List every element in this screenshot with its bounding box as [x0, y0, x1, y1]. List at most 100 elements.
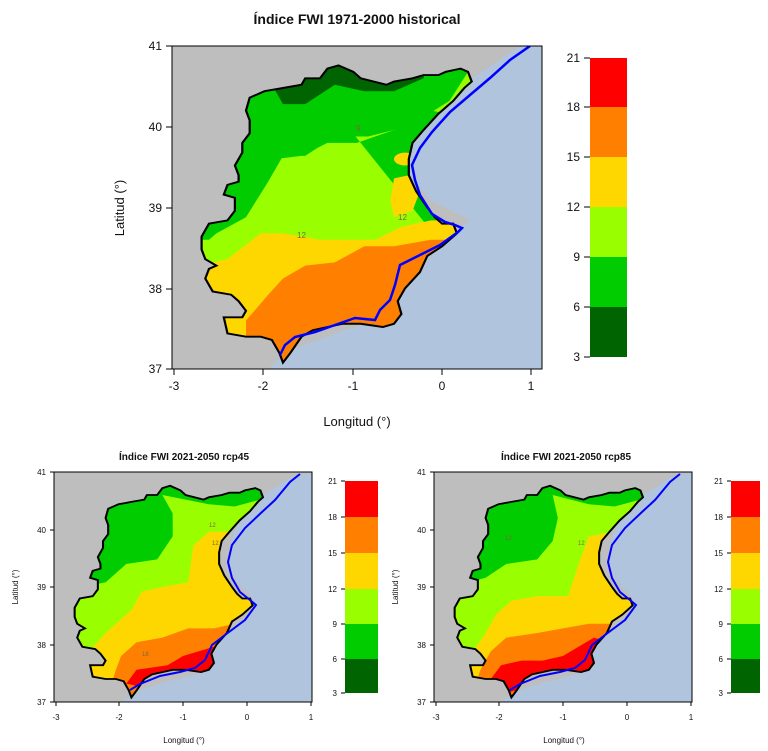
sea [120, 472, 312, 702]
legend-swatch [345, 589, 378, 624]
contour-label: 12 [209, 523, 216, 529]
legend-swatch [590, 207, 627, 257]
y-tick-label: 41 [417, 468, 426, 477]
contour-label: 12 [505, 536, 512, 542]
contour-label: 12 [212, 541, 219, 547]
x-tick-label: -3 [432, 713, 440, 722]
contour-label: 18 [142, 652, 149, 658]
contour-label: 9 [356, 124, 361, 133]
sea [500, 472, 692, 702]
y-axis-label: Latitud (°) [112, 180, 127, 237]
y-axis [430, 471, 434, 703]
legend-label: 3 [573, 350, 580, 364]
y-tick-label: 38 [417, 641, 426, 650]
x-axis [435, 702, 692, 706]
contour-label: 12 [578, 541, 585, 547]
x-tick-label: -1 [348, 379, 359, 393]
legend-label: 6 [573, 300, 580, 314]
y-tick-label: 40 [37, 526, 46, 535]
x-axis-label: Longitud (°) [543, 736, 585, 745]
x-tick-label: 0 [245, 713, 250, 722]
y-axis [166, 45, 172, 370]
legend-label: 6 [719, 655, 724, 664]
x-tick-label: -1 [179, 713, 187, 722]
map-historical: Índice FWI 1971-2000 historical 9 12 12 [112, 11, 627, 429]
legend-label: 21 [567, 51, 581, 65]
x-tick-label: -2 [115, 713, 123, 722]
y-tick-label: 40 [417, 526, 426, 535]
x-tick-label: 1 [528, 379, 535, 393]
legend-swatch [345, 659, 378, 693]
legend-swatch [731, 481, 760, 517]
legend-swatch [590, 107, 627, 157]
legend-label: 15 [714, 549, 723, 558]
map-title: Índice FWI 2021-2050 rcp45 [119, 450, 250, 463]
legend-swatch [731, 624, 760, 659]
map-title: Índice FWI 2021-2050 rcp85 [501, 450, 632, 463]
legend-label: 21 [714, 477, 723, 486]
coastline [509, 473, 681, 691]
legend-label: 18 [714, 513, 723, 522]
y-tick-label: 41 [37, 468, 46, 477]
legend-swatch [590, 257, 627, 307]
x-tick-label: -2 [495, 713, 503, 722]
legend-swatch [345, 624, 378, 659]
legend-label: 3 [719, 689, 724, 698]
coastline [278, 46, 531, 356]
x-tick-label: -3 [52, 713, 60, 722]
legend-swatch [345, 517, 378, 553]
map-rcp85: Índice FWI 2021-2050 rcp85 12 12 -3 -2 -… [391, 450, 760, 745]
legend-swatch [731, 517, 760, 553]
sea [268, 46, 542, 369]
y-tick-label: 39 [37, 583, 46, 592]
legend-swatch [731, 589, 760, 624]
y-tick-label: 37 [37, 698, 46, 707]
x-tick-label: 1 [689, 713, 694, 722]
y-tick-label: 39 [417, 583, 426, 592]
color-legend: 3 6 9 12 15 18 21 [328, 477, 378, 698]
contour-label: 12 [398, 213, 407, 222]
y-tick-label: 38 [37, 641, 46, 650]
legend-swatch [731, 659, 760, 693]
legend-swatch [590, 157, 627, 207]
legend-label: 9 [719, 620, 724, 629]
y-tick-label: 41 [149, 39, 163, 53]
legend-label: 9 [333, 620, 338, 629]
legend-label: 21 [328, 477, 337, 486]
legend-label: 3 [333, 689, 338, 698]
legend-label: 15 [328, 549, 337, 558]
legend-swatch [345, 553, 378, 589]
y-axis-label: Latitud (°) [391, 569, 400, 604]
y-tick-label: 37 [149, 362, 163, 376]
x-tick-label: -1 [559, 713, 567, 722]
x-axis [55, 702, 312, 706]
legend-swatch [590, 58, 627, 107]
x-tick-label: 0 [625, 713, 630, 722]
x-axis-label: Longitud (°) [163, 736, 205, 745]
color-legend: 3 6 9 12 15 18 21 [567, 51, 627, 364]
map-title: Índice FWI 1971-2000 historical [254, 11, 461, 27]
x-tick-label: -2 [258, 379, 269, 393]
legend-swatch [590, 307, 627, 357]
coastline [129, 473, 301, 691]
legend-swatch [345, 481, 378, 517]
legend-label: 15 [567, 150, 581, 164]
y-tick-label: 39 [149, 201, 163, 215]
y-tick-label: 37 [417, 698, 426, 707]
y-tick-label: 38 [149, 282, 163, 296]
map-rcp45: Índice FWI 2021-2050 rcp45 12 12 18 -3 -… [11, 450, 378, 745]
y-axis-label: Latitud (°) [11, 569, 20, 604]
x-tick-label: 1 [309, 713, 314, 722]
x-axis [173, 369, 532, 375]
legend-label: 12 [714, 585, 723, 594]
legend-label: 12 [328, 585, 337, 594]
legend-label: 18 [328, 513, 337, 522]
x-tick-label: 0 [439, 379, 446, 393]
legend-label: 9 [573, 250, 580, 264]
legend-label: 12 [567, 200, 581, 214]
legend-label: 18 [567, 100, 581, 114]
x-axis-label: Longitud (°) [323, 414, 390, 429]
x-tick-label: -3 [169, 379, 180, 393]
contour-label: 12 [297, 231, 306, 240]
